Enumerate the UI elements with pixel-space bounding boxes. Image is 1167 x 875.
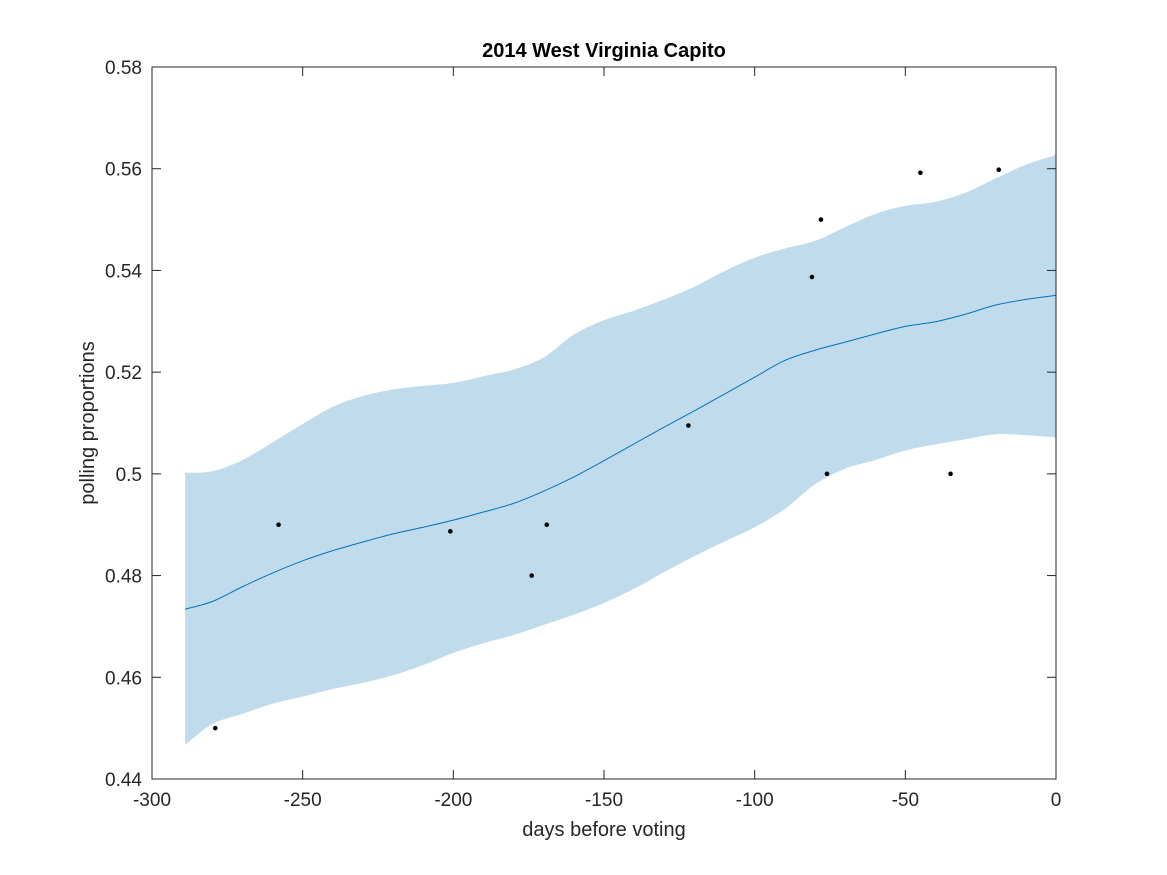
trend-line	[185, 294, 1057, 610]
y-tick-label: 0.56	[105, 160, 142, 181]
y-tick-label: 0.54	[105, 261, 142, 282]
x-tick-label: -50	[892, 790, 919, 811]
x-tick-label: -150	[585, 790, 623, 811]
x-tick-label: 0	[1051, 790, 1062, 811]
data-points	[212, 167, 1002, 731]
data-point	[448, 529, 453, 534]
y-tick-label: 0.44	[105, 770, 142, 791]
data-point	[996, 167, 1002, 173]
x-axis-ticks: -300 -250 -200 -150 -100 -50 0	[133, 67, 1061, 811]
data-point	[948, 471, 953, 477]
y-axis-label: polling proportions	[77, 341, 99, 504]
x-axis-label: days before voting	[522, 819, 685, 841]
data-point	[212, 725, 218, 731]
plot-area: -300 -250 -200 -150 -100 -50 0 0.44 0.46 0.48 0.5…	[105, 58, 1061, 811]
x-tick-label: -250	[284, 790, 322, 811]
y-tick-label: 0.5	[116, 465, 142, 486]
data-point	[918, 170, 923, 176]
y-tick-label: 0.52	[105, 363, 142, 384]
x-tick-label: -100	[736, 790, 774, 811]
confidence-band	[185, 154, 1056, 745]
data-point	[529, 573, 534, 578]
x-tick-label: -200	[434, 790, 472, 811]
y-tick-label: 0.46	[105, 668, 142, 689]
y-tick-label: 0.48	[105, 567, 142, 588]
data-point	[276, 522, 281, 528]
y-tick-label: 0.58	[105, 58, 142, 79]
chart-title: 2014 West Virginia Capito	[482, 40, 726, 62]
data-point	[818, 217, 824, 222]
x-tick-label: -300	[133, 790, 171, 811]
data-point	[809, 274, 815, 280]
y-axis-ticks: 0.44 0.46 0.48 0.5 0.52 0.54 0.56 0.58	[105, 58, 1056, 791]
data-point	[686, 423, 691, 428]
data-point	[544, 522, 550, 528]
data-point	[824, 471, 830, 477]
